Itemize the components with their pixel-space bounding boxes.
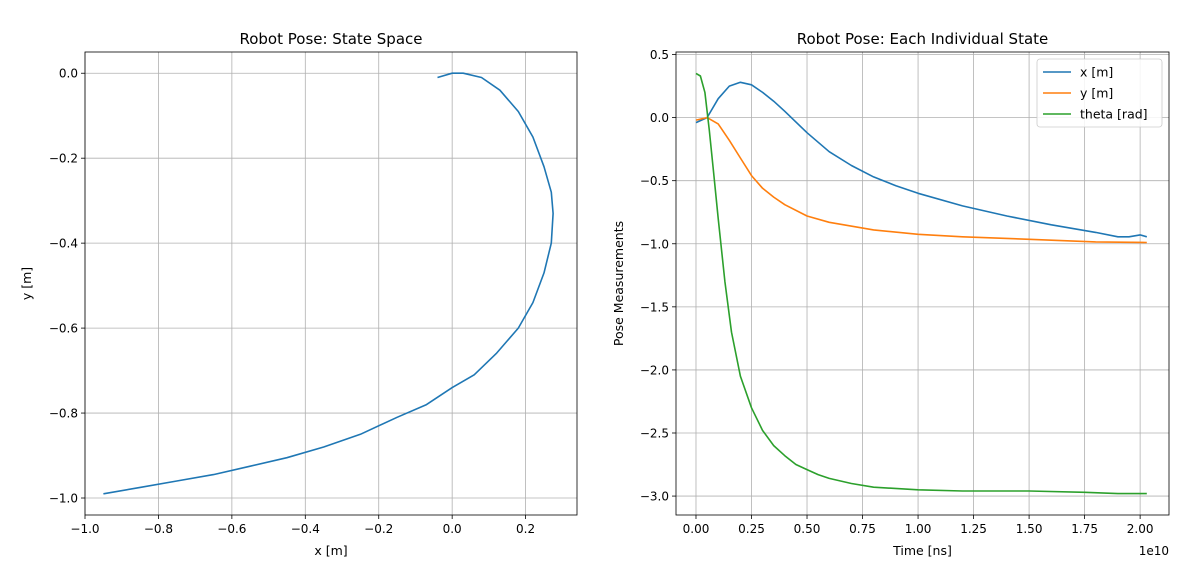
- x-tick-label: 1.00: [905, 522, 932, 536]
- series-line: [103, 72, 554, 495]
- y-tick-label: 0.5: [650, 48, 669, 62]
- y-tick-label: −2.0: [640, 363, 669, 377]
- x-tick-label: 1.25: [960, 522, 987, 536]
- state-space-ticks: −1.0 −0.8 −0.6 −0.4 −0.2 0.0 0.2 0.0 −0.2 −0.4 −0.…: [49, 67, 535, 536]
- y-tick-label: −1.5: [640, 300, 669, 314]
- y-tick-label: −1.0: [49, 492, 78, 506]
- x-tick-label: 0.25: [738, 522, 765, 536]
- x-tick-label: −0.4: [291, 522, 320, 536]
- individual-state-xlabel: Time [ns]: [892, 543, 952, 558]
- x-tick-label: −1.0: [70, 522, 99, 536]
- x-tick-label: −0.6: [217, 522, 246, 536]
- state-space-title: Robot Pose: State Space: [239, 30, 422, 48]
- series-line: [695, 116, 1147, 244]
- legend: x [m] y [m] theta [rad]: [1036, 58, 1163, 128]
- series-line: [695, 72, 1147, 495]
- individual-state-title: Robot Pose: Each Individual State: [797, 30, 1049, 48]
- state-space-chart: −1.0 −0.8 −0.6 −0.4 −0.2 0.0 0.2 0.0 −0.2 −0.4 −0.…: [19, 30, 578, 558]
- y-tick-label: −1.0: [640, 237, 669, 251]
- y-tick-label: −0.5: [640, 174, 669, 188]
- y-tick-label: 0.0: [59, 67, 78, 81]
- x-tick-label: 0.75: [849, 522, 876, 536]
- individual-state-grid: [676, 52, 1169, 515]
- state-space-grid: [84, 52, 577, 515]
- x-tick-label: 2.00: [1127, 522, 1154, 536]
- x-tick-label: 0.00: [683, 522, 710, 536]
- series-line: [695, 81, 1148, 238]
- individual-state-axes-frame: [675, 51, 1170, 516]
- y-tick-label: −3.0: [640, 490, 669, 504]
- individual-state-chart: 0.00 0.25 0.50 0.75 1.00 1.25 1.50 1.75 2.00 0.5 0…: [611, 30, 1170, 558]
- x-tick-label: −0.2: [364, 522, 393, 536]
- legend-entry: y [m]: [1080, 86, 1113, 101]
- x-tick-label: 0.0: [443, 522, 462, 536]
- state-space-ylabel: y [m]: [19, 267, 34, 300]
- state-space-xlabel: x [m]: [314, 543, 347, 558]
- individual-state-ylabel: Pose Measurements: [611, 221, 626, 346]
- x-tick-label: 1.50: [1016, 522, 1043, 536]
- x-tick-label: 0.50: [794, 522, 821, 536]
- legend-box: [1036, 58, 1163, 128]
- y-tick-label: −0.8: [49, 407, 78, 421]
- state-space-series: [103, 72, 554, 495]
- individual-state-series: [695, 72, 1148, 495]
- x-tick-label: 0.2: [516, 522, 535, 536]
- state-space-axes-frame: [84, 51, 578, 516]
- individual-state-offset-text: 1e10: [1139, 544, 1169, 558]
- y-tick-label: 0.0: [650, 111, 669, 125]
- legend-entry: theta [rad]: [1080, 107, 1148, 122]
- y-tick-label: −0.4: [49, 237, 78, 251]
- individual-state-ticks: 0.00 0.25 0.50 0.75 1.00 1.25 1.50 1.75 2.00 0.5 0…: [640, 48, 1154, 536]
- y-tick-label: −0.6: [49, 322, 78, 336]
- x-tick-label: −0.8: [144, 522, 173, 536]
- y-tick-label: −0.2: [49, 152, 78, 166]
- y-tick-label: −2.5: [640, 426, 669, 440]
- x-tick-label: 1.75: [1071, 522, 1098, 536]
- legend-entry: x [m]: [1080, 65, 1113, 80]
